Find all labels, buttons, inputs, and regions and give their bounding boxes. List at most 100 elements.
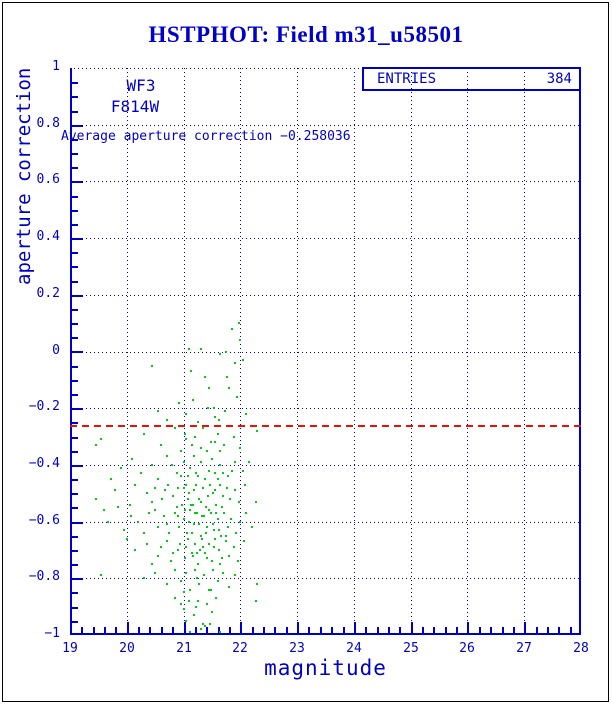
gridline-y-0.4 xyxy=(70,238,581,239)
scatter-point xyxy=(143,532,145,534)
scatter-point xyxy=(177,487,179,489)
gridline-x-27 xyxy=(524,68,525,635)
scatter-point xyxy=(202,487,204,489)
gridline-y--0.2 xyxy=(70,408,581,409)
scatter-point xyxy=(187,538,189,540)
y-major-tick xyxy=(72,125,83,127)
scatter-point xyxy=(224,410,226,412)
x-minor-tick xyxy=(513,627,515,633)
x-minor-tick xyxy=(286,627,288,633)
scatter-point xyxy=(225,540,227,542)
scatter-point xyxy=(186,532,188,534)
scatter-point xyxy=(242,470,244,472)
y-major-tick xyxy=(72,295,83,297)
scatter-point xyxy=(206,526,208,528)
scatter-point xyxy=(172,552,174,554)
scatter-point xyxy=(220,535,222,537)
y-major-tick xyxy=(72,522,83,524)
scatter-point xyxy=(238,322,240,324)
y-minor-tick xyxy=(72,564,78,566)
scatter-point xyxy=(157,526,159,528)
x-tick-label-25: 25 xyxy=(403,641,419,656)
filter-label: F814W xyxy=(110,97,160,116)
scatter-point xyxy=(188,521,190,523)
y-minor-tick xyxy=(72,380,78,382)
scatter-point xyxy=(194,512,196,514)
x-tick-label-23: 23 xyxy=(289,641,305,656)
scatter-point xyxy=(256,430,258,432)
scatter-point xyxy=(172,495,174,497)
scatter-point xyxy=(157,478,159,480)
scatter-point xyxy=(187,475,189,477)
scatter-point xyxy=(204,478,206,480)
axis-frame-right xyxy=(579,68,581,635)
scatter-point xyxy=(194,436,196,438)
y-minor-tick xyxy=(72,139,78,141)
scatter-point xyxy=(200,628,202,630)
scatter-point xyxy=(221,557,223,559)
scatter-point xyxy=(222,472,224,474)
scatter-point xyxy=(226,487,228,489)
scatter-point xyxy=(154,509,156,511)
scatter-point xyxy=(196,512,198,514)
scatter-point xyxy=(189,589,191,591)
scatter-point xyxy=(236,396,238,398)
scatter-point xyxy=(170,560,172,562)
scatter-point xyxy=(154,572,156,574)
scatter-point xyxy=(201,515,203,517)
scatter-point xyxy=(195,484,197,486)
x-major-tick xyxy=(127,622,129,633)
scatter-point xyxy=(146,492,148,494)
scatter-point xyxy=(228,387,230,389)
y-tick-label-−0.6: −0.6 xyxy=(28,513,60,528)
scatter-point xyxy=(171,464,173,466)
x-minor-tick xyxy=(422,627,424,633)
gridline-x-24 xyxy=(354,68,355,635)
scatter-point xyxy=(217,518,219,520)
scatter-point xyxy=(231,328,233,330)
scatter-point xyxy=(143,577,145,579)
scatter-point xyxy=(180,475,182,477)
scatter-point xyxy=(189,509,191,511)
axis-frame-top xyxy=(70,68,581,69)
scatter-point xyxy=(217,580,219,582)
y-minor-tick xyxy=(72,337,78,339)
y-minor-tick xyxy=(72,592,78,594)
x-tick-label-26: 26 xyxy=(459,641,475,656)
scatter-point xyxy=(157,555,159,557)
scatter-point xyxy=(256,583,258,585)
scatter-point xyxy=(174,569,176,571)
scatter-point xyxy=(163,515,165,517)
camera-label: WF3 xyxy=(126,76,156,95)
y-major-tick xyxy=(72,181,83,183)
y-minor-tick xyxy=(72,153,78,155)
x-minor-tick xyxy=(252,627,254,633)
scatter-point xyxy=(251,526,253,528)
y-tick-label-1: 1 xyxy=(52,59,60,74)
x-major-tick xyxy=(467,622,469,633)
scatter-point xyxy=(208,589,210,591)
scatter-point xyxy=(188,492,190,494)
scatter-point xyxy=(137,521,139,523)
scatter-point xyxy=(100,438,102,440)
scatter-point xyxy=(204,552,206,554)
x-minor-tick xyxy=(331,627,333,633)
scatter-point xyxy=(166,523,168,525)
x-minor-tick xyxy=(218,627,220,633)
scatter-point xyxy=(209,623,211,625)
scatter-point xyxy=(239,339,241,341)
scatter-point xyxy=(211,560,213,562)
scatter-point xyxy=(214,416,216,418)
scatter-point xyxy=(203,515,205,517)
y-tick-label-−1: −1 xyxy=(44,626,60,641)
scatter-point xyxy=(110,478,112,480)
scatter-point xyxy=(192,555,194,557)
scatter-point xyxy=(103,509,105,511)
x-minor-tick xyxy=(433,627,435,633)
gridline-x-20 xyxy=(127,68,128,635)
plot-area: WF3 F814W ENTRIES 384 xyxy=(70,67,581,635)
scatter-point xyxy=(188,348,190,350)
scatter-point xyxy=(126,538,128,540)
scatter-point xyxy=(140,472,142,474)
scatter-point xyxy=(211,458,213,460)
